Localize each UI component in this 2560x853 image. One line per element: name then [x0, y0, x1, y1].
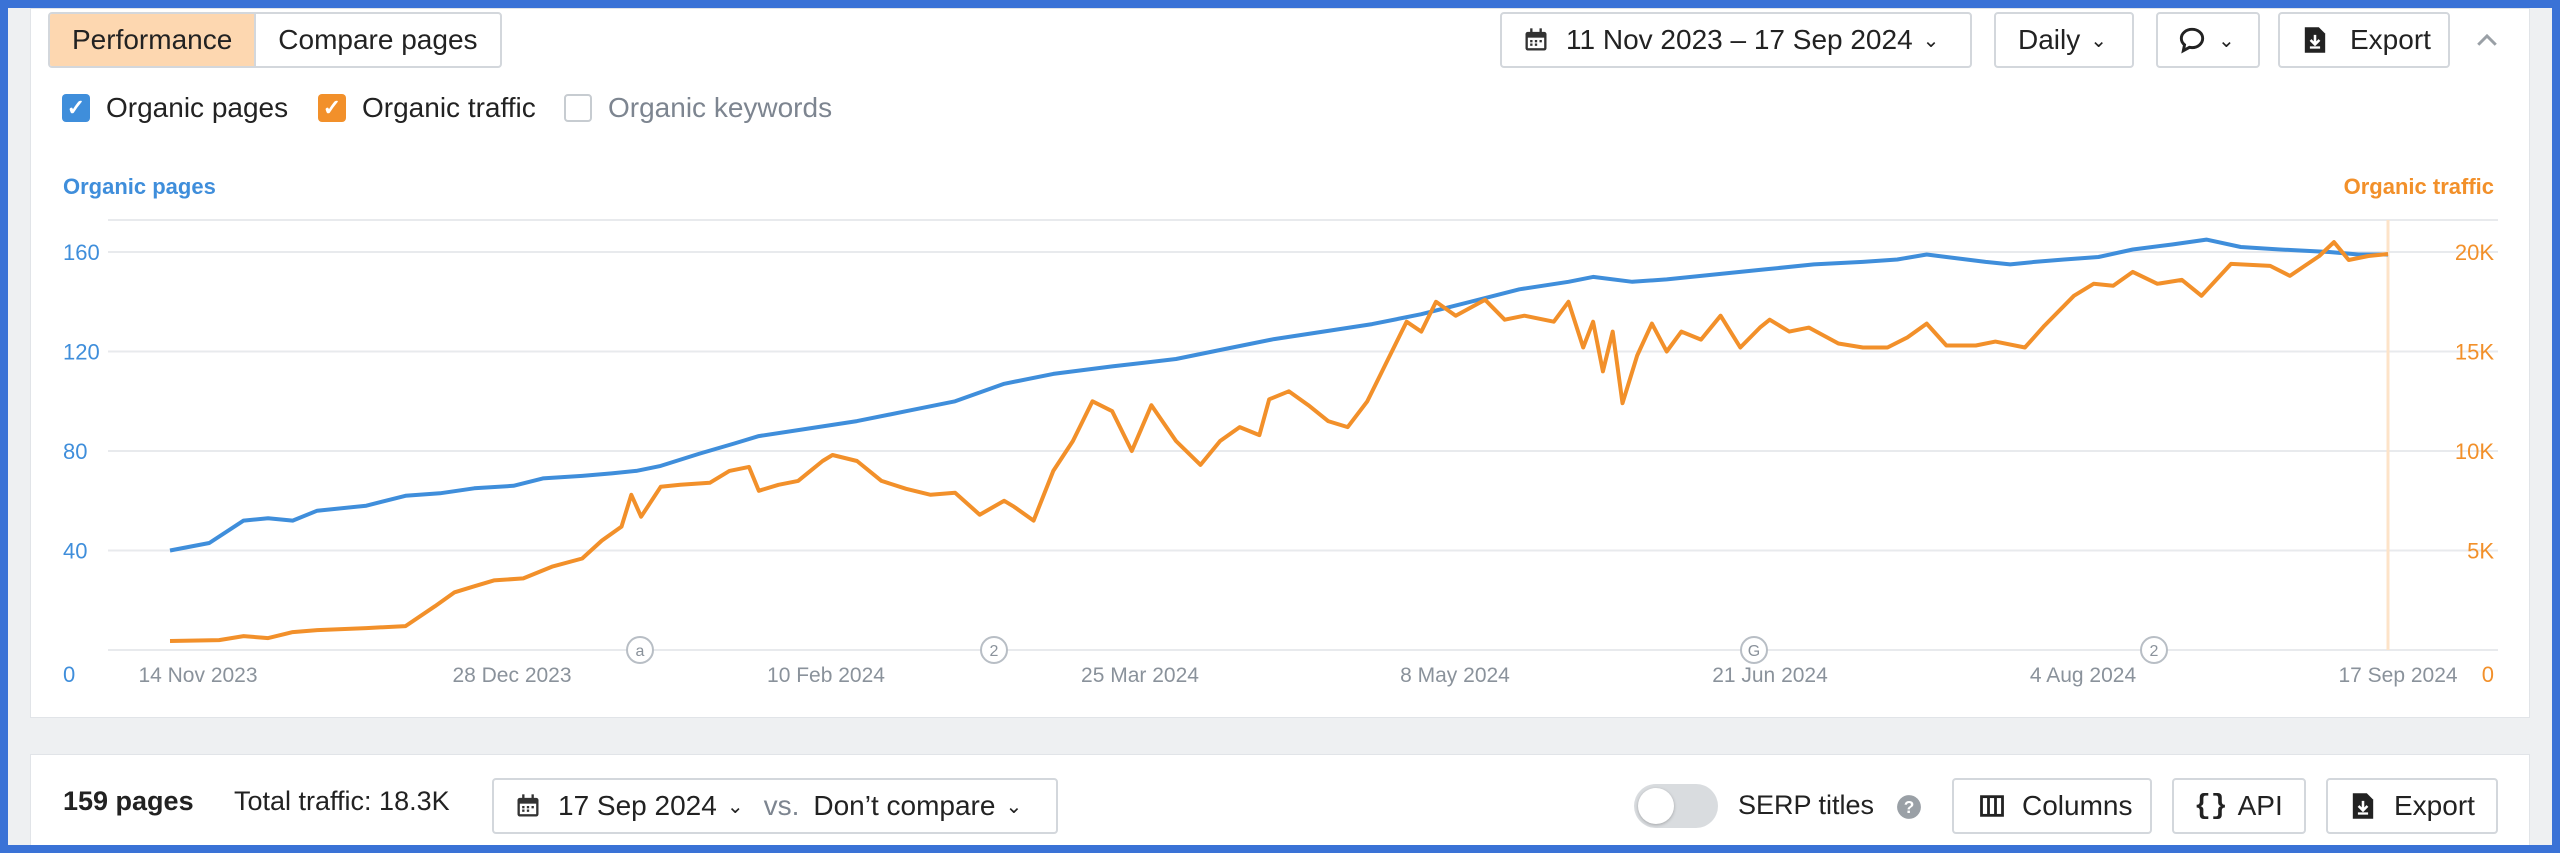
organic-traffic-line — [169, 240, 2389, 643]
date-range-picker[interactable]: 11 Nov 2023 – 17 Sep 2024 ⌄ — [1500, 12, 1972, 68]
right-tick-label: 20K — [2455, 240, 2494, 265]
table-export-label: Export — [2394, 790, 2475, 821]
organic-keywords-label: Organic keywords — [608, 92, 833, 123]
chevron-down-icon: ⌄ — [2218, 29, 2235, 52]
x-tick-label: 8 May 2024 — [1400, 664, 1510, 687]
x-tick-label: 17 Sep 2024 — [2338, 664, 2457, 687]
checkbox-unchecked-icon — [564, 94, 592, 122]
right-tick-label: 5K — [2467, 539, 2494, 564]
annotation-marker[interactable] — [626, 636, 654, 664]
collapse-chevron-icon[interactable] — [2472, 26, 2502, 56]
compare-option[interactable]: Don’t compare — [813, 790, 996, 821]
annotation-label: 2 — [2150, 643, 2159, 660]
right-axis-title: Organic traffic — [2344, 174, 2494, 199]
checkbox-checked-icon: ✓ — [318, 94, 346, 122]
app-frame: Performance Compare pages 11 Nov 2023 – … — [8, 8, 2552, 845]
x-tick-label: 4 Aug 2024 — [2030, 664, 2137, 687]
annotation-label: G — [1748, 643, 1760, 660]
x-tick-label: 21 Jun 2024 — [1712, 664, 1828, 687]
compare-date-selector[interactable]: 17 Sep 2024 ⌄ vs. Don’t compare ⌄ — [492, 778, 1058, 834]
checkbox-checked-icon: ✓ — [62, 94, 90, 122]
api-label: API — [2237, 790, 2283, 821]
tab-performance[interactable]: Performance — [50, 14, 257, 66]
annotation-label: 2 — [990, 643, 999, 660]
table-export-button[interactable]: Export — [2326, 778, 2498, 834]
left-tick-label: 0 — [63, 662, 75, 687]
columns-label: Columns — [2022, 790, 2133, 821]
serp-titles-label: SERP titles — [1738, 790, 1875, 820]
x-tick-label: 28 Dec 2023 — [452, 664, 571, 687]
traffic-chart: Organic pages Organic traffic 0 40 80 120 16… — [63, 174, 2498, 687]
selected-date[interactable]: 17 Sep 2024 — [558, 790, 717, 821]
export-label: Export — [2350, 24, 2431, 55]
x-tick-label: 25 Mar 2024 — [1081, 664, 1199, 687]
view-tabs: Performance Compare pages — [48, 12, 502, 68]
calendar-icon — [517, 794, 539, 817]
granularity-select[interactable]: Daily ⌄ — [1994, 12, 2134, 68]
chevron-down-icon: ⌄ — [726, 795, 744, 818]
annotation-marker[interactable] — [2140, 636, 2168, 664]
chevron-down-icon: ⌄ — [2090, 29, 2107, 52]
pages-count: 159 pages — [63, 786, 194, 816]
x-tick-label: 14 Nov 2023 — [138, 664, 257, 687]
download-icon — [2304, 27, 2326, 53]
left-tick-label: 160 — [63, 240, 100, 265]
chevron-down-icon: ⌄ — [1005, 795, 1023, 818]
left-tick-label: 40 — [63, 539, 87, 564]
comment-icon — [2179, 27, 2205, 54]
chevron-down-icon: ⌄ — [1922, 29, 1940, 52]
checkbox-organic-traffic[interactable]: ✓ Organic traffic — [318, 92, 536, 124]
left-axis-title: Organic pages — [63, 174, 216, 199]
x-tick-label: 10 Feb 2024 — [767, 664, 885, 687]
right-tick-label: 15K — [2455, 340, 2494, 365]
total-traffic: Total traffic: 18.3K — [234, 786, 450, 816]
left-tick-label: 120 — [63, 340, 100, 365]
api-button[interactable]: {} API — [2172, 778, 2306, 834]
right-tick-label: 10K — [2455, 439, 2494, 464]
export-button[interactable]: Export — [2278, 12, 2450, 68]
granularity-label: Daily — [2018, 24, 2081, 55]
download-icon — [2352, 793, 2374, 819]
tab-compare-pages[interactable]: Compare pages — [278, 24, 478, 55]
left-tick-label: 80 — [63, 439, 87, 464]
annotation-label: a — [636, 643, 645, 660]
columns-icon — [1980, 795, 2004, 817]
organic-pages-line — [169, 237, 2388, 553]
toggle-knob — [1638, 788, 1674, 824]
annotations-button[interactable]: ⌄ — [2156, 12, 2260, 68]
columns-button[interactable]: Columns — [1952, 778, 2152, 834]
checkbox-organic-keywords[interactable]: Organic keywords — [564, 92, 832, 124]
right-tick-label: 0 — [2482, 662, 2494, 687]
date-range-label: 11 Nov 2023 – 17 Sep 2024 — [1566, 24, 1913, 55]
checkbox-organic-pages[interactable]: ✓ Organic pages — [62, 92, 288, 124]
serp-titles-toggle[interactable] — [1634, 784, 1718, 828]
vs-label: vs. — [763, 790, 800, 821]
organic-traffic-label: Organic traffic — [362, 92, 536, 123]
braces-icon: {} — [2194, 790, 2228, 822]
annotation-marker[interactable] — [1740, 636, 1768, 664]
calendar-icon — [1525, 28, 1547, 51]
help-icon[interactable]: ? — [1896, 794, 1922, 820]
svg-text:?: ? — [1904, 797, 1915, 817]
annotation-marker[interactable] — [980, 636, 1008, 664]
organic-pages-label: Organic pages — [106, 92, 289, 123]
